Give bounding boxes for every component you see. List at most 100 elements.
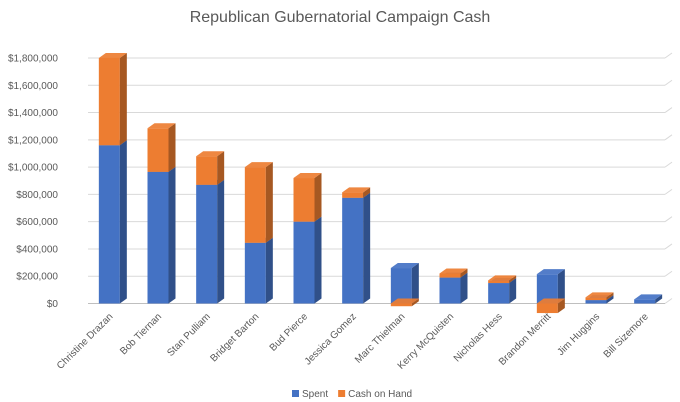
- bar-spent-front: [536, 274, 558, 304]
- bar-spent-side: [265, 237, 273, 304]
- bar-cash-on-hand-front: [244, 167, 266, 243]
- bar-cash-on-hand-top: [147, 123, 176, 129]
- bar-spent-side: [557, 269, 565, 304]
- bar-spent-top: [536, 269, 565, 275]
- bar-cash-on-hand: [293, 173, 322, 222]
- bar-spent-top: [390, 263, 419, 269]
- bar-group: [634, 294, 663, 304]
- y-tick-label: $600,000: [16, 217, 58, 228]
- bar-cash-on-hand: [488, 275, 517, 284]
- bar-cash-on-hand-top: [98, 53, 127, 58]
- gridline-depth: [664, 298, 673, 304]
- bar-spent-side: [655, 294, 663, 304]
- bar-spent-front: [439, 277, 461, 304]
- bar-cash-on-hand-side: [119, 53, 127, 146]
- legend-item: Cash on Hand: [338, 389, 412, 400]
- x-category-label: Bud Pierce: [268, 311, 311, 354]
- bar-spent: [536, 269, 565, 304]
- bar-group: [585, 292, 614, 304]
- bar-cash-on-hand: [244, 162, 273, 243]
- bar-spent: [293, 216, 322, 304]
- legend: Spent Cash on Hand: [292, 389, 412, 400]
- bar-spent: [390, 263, 419, 304]
- bar-cash-on-hand: [98, 53, 127, 146]
- bar-cash-on-hand-side: [168, 123, 176, 172]
- bar-spent-side: [314, 216, 322, 304]
- gridline-depth: [664, 79, 673, 86]
- bar-spent-front: [244, 242, 266, 304]
- x-category-label: Nicholas Hess: [452, 311, 505, 364]
- bar-cash-on-hand-top: [196, 151, 225, 157]
- bar-group: [390, 263, 419, 307]
- bar-spent-front: [585, 300, 607, 304]
- x-category-label: Brandon Merritt: [497, 311, 554, 368]
- bar-spent-front: [390, 268, 412, 304]
- bar-cash-on-hand-front: [98, 58, 120, 146]
- gridlines: [88, 52, 673, 304]
- x-category-label: Christine Drazan: [55, 311, 115, 371]
- bar-cash-on-hand-front: [390, 303, 412, 307]
- legend-item: Spent: [292, 389, 328, 400]
- bar-cash-on-hand-side: [460, 268, 468, 278]
- bar-spent: [98, 140, 127, 304]
- bar-cash-on-hand-side: [557, 298, 565, 314]
- x-category-label: Marc Thielman: [353, 311, 407, 365]
- bar-cash-on-hand-front: [342, 192, 364, 198]
- bars: [98, 53, 663, 314]
- bar-spent-side: [119, 140, 127, 304]
- bar-cash-on-hand-side: [314, 173, 322, 222]
- bar-cash-on-hand-top: [244, 162, 273, 168]
- bar-spent-front: [342, 197, 364, 304]
- y-tick-label: $1,000,000: [8, 163, 58, 174]
- bar-cash-on-hand-top: [536, 298, 565, 304]
- bar-cash-on-hand-side: [217, 151, 225, 185]
- gridline-depth: [664, 161, 673, 168]
- x-category-label: Bill Sizemore: [602, 311, 651, 360]
- y-tick-label: $1,200,000: [8, 135, 58, 146]
- bar-group: [293, 173, 322, 304]
- bar-spent: [147, 166, 176, 304]
- bar-cash-on-hand-side: [606, 292, 614, 301]
- bar-cash-on-hand-side: [363, 187, 371, 198]
- bar-spent: [634, 294, 663, 304]
- x-category-label: Bob Tiernan: [118, 311, 164, 357]
- legend-swatch: [292, 390, 299, 397]
- legend-label: Cash on Hand: [348, 389, 412, 400]
- bar-cash-on-hand: [536, 298, 565, 314]
- x-axis-categories: Christine Drazan Bob Tiernan Stan PulliamB…: [55, 311, 651, 372]
- legend-swatch: [338, 390, 346, 397]
- bar-group: [536, 269, 565, 314]
- bar-cash-on-hand: [390, 298, 419, 307]
- bar-cash-on-hand-side: [265, 162, 273, 243]
- bar-spent-front: [488, 283, 510, 304]
- bar-spent: [342, 192, 371, 304]
- bar-cash-on-hand-top: [293, 173, 322, 179]
- bar-spent-side: [460, 272, 468, 304]
- chart-title: Republican Gubernatorial Campaign Cash: [190, 9, 491, 26]
- bar-cash-on-hand-front: [196, 156, 218, 185]
- bar-group: [488, 275, 517, 304]
- bar-spent-front: [196, 184, 218, 304]
- bar-spent-side: [363, 192, 371, 304]
- bar-cash-on-hand-side: [509, 275, 517, 284]
- bar-group: [147, 123, 176, 304]
- bar-group: [342, 187, 371, 304]
- gridline-depth: [664, 107, 673, 113]
- bar-cash-on-hand-top: [439, 268, 468, 274]
- bar-cash-on-hand-top: [488, 275, 517, 281]
- bar-spent-side: [606, 295, 614, 304]
- bar-cash-on-hand-front: [488, 280, 510, 284]
- bar-cash-on-hand-front: [585, 297, 607, 301]
- bar-cash-on-hand-side: [411, 298, 419, 307]
- bar-spent-side: [411, 263, 419, 304]
- y-tick-label: $1,800,000: [8, 54, 58, 65]
- y-tick-label: $200,000: [16, 272, 58, 283]
- y-tick-label: $0: [47, 299, 59, 310]
- bar-cash-on-hand-front: [536, 303, 558, 314]
- bar-spent-front: [634, 299, 656, 304]
- bar-group: [196, 151, 225, 304]
- bar-cash-on-hand-front: [439, 273, 461, 278]
- x-category-label: Jim Huggins: [555, 311, 602, 358]
